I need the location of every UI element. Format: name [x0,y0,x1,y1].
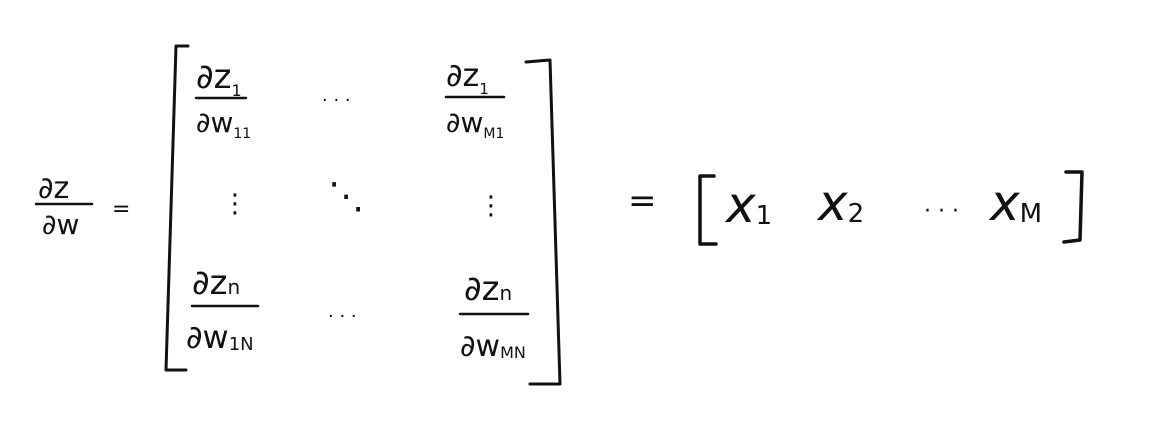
svg-text:∂zn: ∂zn [464,269,512,309]
svg-text:∂z1: ∂z1 [446,56,489,98]
cell-1-M-den: ∂w [446,106,483,139]
rhs-entry-M: xM [988,174,1042,232]
cell-N-M-den: ∂w [460,329,500,364]
lhs-numerator: ∂z [38,171,69,206]
right-vdots: ⋮ [478,191,504,221]
cell-1-M-den-sub: M1 [483,126,504,142]
center-ddots: ⋱ [328,176,364,217]
cell-1-M-num-sub: 1 [479,80,489,98]
rhs-entry-2: x2 [816,174,864,232]
svg-text:∂w11: ∂w11 [196,106,251,142]
cell-N-1-den-sub: 1N [229,334,254,355]
rhs-dots: · · · [924,199,959,224]
rhs-entry-1-sub: 1 [756,201,773,231]
svg-text:∂z1: ∂z1 [196,57,242,100]
cell-1-M-num: ∂z [446,56,479,94]
cell-N-1-num: ∂z [192,263,227,303]
svg-text:∂wM1: ∂wM1 [446,106,504,142]
rhs-entry-1: x1 [724,176,772,234]
cell-1-1-num: ∂z [196,57,231,97]
cell-1-1-den: ∂w [196,106,233,139]
rhs-entry-M-base: x [988,174,1020,232]
rhs-entry-M-sub: M [1020,199,1042,229]
lhs-denominator: ∂w [42,208,79,241]
matrix-cell-N-1: ∂zn ∂w1N [186,263,260,356]
cell-1-1-num-sub: 1 [231,81,241,100]
matrix-right-bracket [524,58,562,386]
rhs-entry-2-sub: 2 [848,199,865,229]
cell-N-1-num-sub: n [227,275,240,299]
rhs-left-bracket [698,174,718,246]
rhs-entry-2-base: x [816,174,848,232]
cell-N-1-den: ∂w [186,318,229,356]
svg-text:∂zn: ∂zn [192,263,240,303]
svg-text:∂w1N: ∂w1N [186,318,254,356]
cell-N-M-num: ∂z [464,269,499,309]
rhs-equals: = [628,181,657,221]
matrix-cell-1-M: ∂z1 ∂wM1 [444,56,506,142]
top-hdots: · · · [322,90,351,111]
lhs-equals: = [112,197,130,222]
lhs-fraction: ∂z ∂w [34,171,94,241]
rhs-right-bracket [1062,170,1084,244]
matrix-cell-1-1: ∂z1 ∂w11 [194,57,251,142]
cell-N-M-den-sub: MN [500,343,526,362]
matrix-left-bracket [164,44,190,372]
bottom-hdots: · · · [328,306,357,327]
rhs-entry-1-base: x [724,176,756,234]
left-vdots: ⋮ [222,189,248,219]
svg-text:∂wMN: ∂wMN [460,329,526,364]
matrix-cell-N-M: ∂zn ∂wMN [458,269,530,364]
cell-1-1-den-sub: 11 [233,126,251,142]
cell-N-M-num-sub: n [499,281,512,305]
